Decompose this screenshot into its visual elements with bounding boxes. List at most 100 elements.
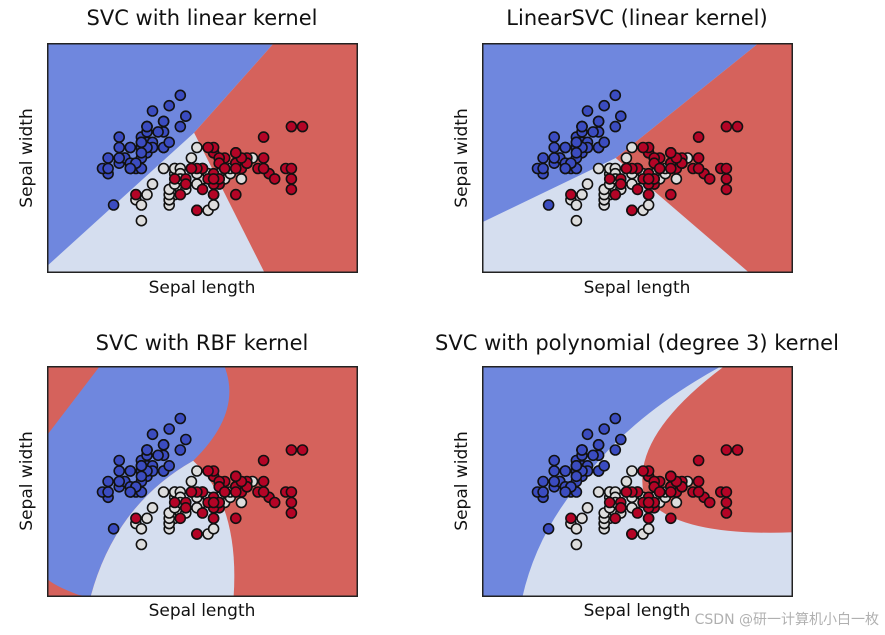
data-point-class-0 bbox=[113, 152, 125, 164]
data-point-class-0 bbox=[141, 120, 153, 133]
data-point-class-0 bbox=[598, 136, 610, 149]
data-point-class-1 bbox=[185, 152, 198, 164]
data-point-class-2 bbox=[185, 162, 198, 175]
data-point-class-2 bbox=[257, 162, 270, 175]
data-point-class-2 bbox=[230, 188, 242, 201]
data-point-class-1 bbox=[135, 523, 148, 535]
data-point-class-0 bbox=[135, 136, 148, 149]
data-point-class-0 bbox=[548, 141, 560, 154]
data-point-class-0 bbox=[581, 428, 594, 441]
data-point-class-2 bbox=[720, 496, 733, 509]
axes-frame bbox=[482, 366, 793, 597]
data-point-class-1 bbox=[670, 173, 683, 185]
x-axis-label: Sepal length bbox=[148, 601, 256, 621]
data-point-class-0 bbox=[163, 460, 175, 472]
data-point-class-0 bbox=[609, 120, 622, 133]
decision-region-class0 bbox=[482, 43, 759, 223]
data-point-class-2 bbox=[180, 178, 192, 190]
data-point-class-2 bbox=[609, 512, 622, 525]
data-point-class-0 bbox=[592, 115, 605, 128]
data-point-class-1 bbox=[620, 475, 633, 488]
data-point-class-2 bbox=[731, 444, 744, 456]
data-point-class-0 bbox=[559, 162, 572, 175]
data-point-class-2 bbox=[631, 507, 644, 519]
data-point-class-2 bbox=[692, 486, 705, 498]
data-point-class-2 bbox=[285, 173, 298, 185]
data-point-class-0 bbox=[559, 465, 572, 477]
data-point-class-0 bbox=[592, 439, 605, 451]
data-point-class-2 bbox=[720, 507, 733, 519]
data-point-class-2 bbox=[603, 173, 616, 185]
data-point-class-0 bbox=[163, 99, 175, 112]
data-point-class-1 bbox=[642, 523, 655, 535]
data-point-class-0 bbox=[537, 162, 549, 175]
decision-region-class0 bbox=[482, 366, 722, 597]
data-point-class-2 bbox=[626, 528, 638, 540]
data-point-class-2 bbox=[615, 502, 627, 514]
data-point-class-2 bbox=[285, 120, 298, 133]
data-point-class-2 bbox=[180, 502, 192, 514]
data-point-class-1 bbox=[191, 465, 203, 477]
data-point-class-2 bbox=[130, 188, 142, 201]
data-point-class-2 bbox=[620, 486, 633, 498]
data-point-class-0 bbox=[102, 486, 114, 498]
data-point-class-2 bbox=[720, 120, 733, 133]
data-point-class-0 bbox=[615, 433, 627, 446]
data-point-class-0 bbox=[124, 465, 137, 477]
data-point-class-2 bbox=[257, 475, 270, 488]
data-point-class-1 bbox=[135, 538, 148, 551]
data-point-class-2 bbox=[665, 162, 677, 175]
data-point-class-2 bbox=[196, 183, 209, 196]
data-point-class-0 bbox=[174, 89, 187, 102]
subplot-title: SVC with linear kernel bbox=[86, 6, 318, 30]
data-point-class-2 bbox=[703, 496, 716, 509]
data-point-class-0 bbox=[570, 147, 583, 159]
data-point-class-2 bbox=[196, 507, 209, 519]
data-point-class-2 bbox=[720, 183, 733, 196]
data-point-class-0 bbox=[157, 115, 170, 128]
data-point-class-2 bbox=[230, 162, 242, 175]
data-point-class-1 bbox=[157, 486, 170, 498]
data-point-class-1 bbox=[592, 486, 605, 498]
data-point-class-1 bbox=[642, 199, 655, 211]
data-point-class-0 bbox=[107, 199, 120, 211]
data-point-class-1 bbox=[185, 475, 198, 488]
data-point-class-0 bbox=[135, 147, 148, 159]
data-point-class-1 bbox=[207, 523, 220, 535]
data-point-class-1 bbox=[141, 512, 153, 525]
data-point-class-0 bbox=[146, 105, 159, 117]
data-point-class-0 bbox=[537, 152, 549, 164]
subplot-title: SVC with polynomial (degree 3) kernel bbox=[435, 331, 839, 355]
data-point-class-0 bbox=[135, 470, 148, 483]
data-point-class-1 bbox=[235, 496, 248, 509]
plot-area bbox=[47, 366, 358, 597]
data-point-class-2 bbox=[268, 173, 281, 185]
data-point-class-0 bbox=[548, 152, 560, 164]
data-point-class-2 bbox=[703, 173, 716, 185]
data-point-class-0 bbox=[124, 162, 137, 175]
data-point-class-0 bbox=[141, 444, 153, 456]
data-point-class-2 bbox=[207, 173, 220, 185]
watermark: CSDN @研一计算机小白一枚 bbox=[694, 612, 879, 628]
data-point-class-2 bbox=[665, 188, 677, 201]
axes-frame bbox=[482, 43, 793, 273]
data-point-class-1 bbox=[581, 178, 594, 190]
data-point-class-2 bbox=[174, 512, 187, 525]
data-point-class-2 bbox=[615, 178, 627, 190]
data-point-class-0 bbox=[113, 141, 125, 154]
data-point-class-0 bbox=[174, 444, 187, 456]
data-point-class-0 bbox=[124, 141, 137, 154]
data-point-class-2 bbox=[285, 507, 298, 519]
data-point-class-0 bbox=[609, 444, 622, 456]
data-point-class-0 bbox=[157, 439, 170, 451]
data-point-class-0 bbox=[548, 454, 560, 467]
data-point-class-2 bbox=[296, 444, 309, 456]
data-point-class-2 bbox=[230, 486, 242, 498]
data-point-class-0 bbox=[113, 475, 125, 488]
x-axis-label: Sepal length bbox=[583, 278, 691, 298]
data-point-class-0 bbox=[180, 110, 192, 122]
data-point-class-0 bbox=[598, 460, 610, 472]
data-point-class-0 bbox=[113, 131, 125, 143]
data-point-class-1 bbox=[570, 538, 583, 551]
data-point-class-1 bbox=[207, 199, 220, 211]
